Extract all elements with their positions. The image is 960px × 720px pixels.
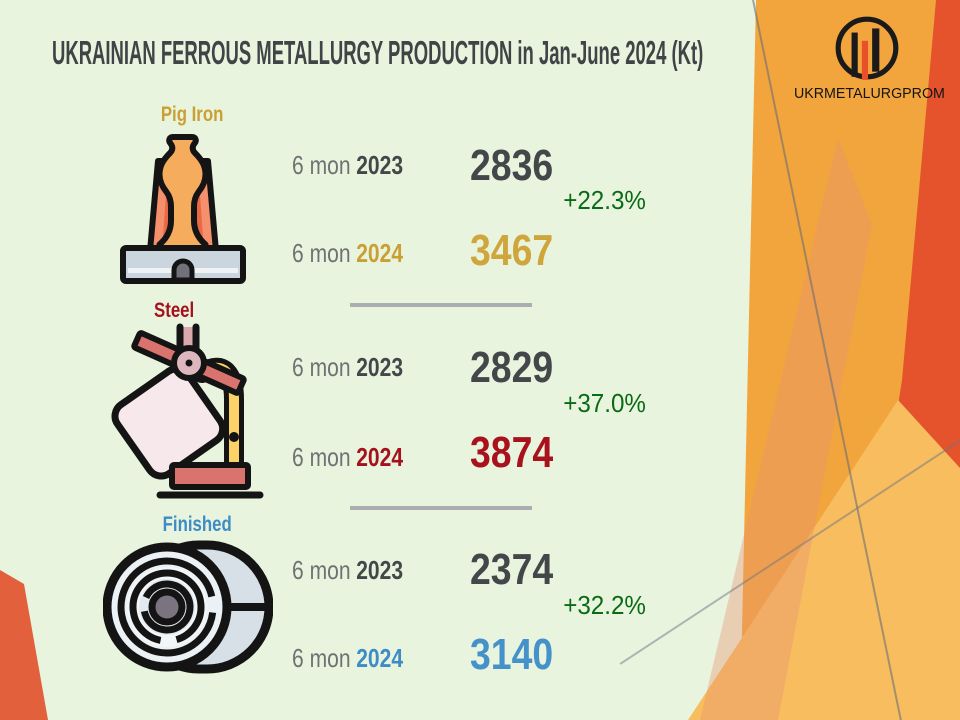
value-2024: 3140 (470, 630, 554, 679)
category-label: Steel (153, 299, 195, 322)
steel-ladle-icon (111, 323, 264, 499)
section-separator (350, 303, 532, 307)
category-label: Pig Iron (160, 103, 224, 126)
value-2024: 3874 (470, 428, 554, 477)
period-row-2024: 6 mon 2024 (292, 442, 404, 472)
period-row-2023: 6 mon 2023 (292, 555, 404, 585)
section-separator (350, 506, 532, 510)
category-label: Finished (162, 513, 232, 536)
change-percent: +32.2% (563, 590, 646, 620)
logo-text: UKRMETALURGPROM (793, 85, 945, 102)
blast-furnace-icon (120, 134, 246, 284)
change-percent: +22.3% (563, 185, 646, 215)
ukrmetalurgprom-logo-icon (835, 16, 899, 80)
period-row-2023: 6 mon 2023 (292, 150, 404, 180)
period-row-2024: 6 mon 2024 (292, 238, 404, 268)
value-2023: 2374 (470, 545, 554, 594)
period-row-2023: 6 mon 2023 (292, 352, 404, 382)
value-2023: 2829 (470, 343, 554, 392)
value-2024: 3467 (470, 226, 554, 275)
steel-coil-icon (103, 540, 273, 674)
change-percent: +37.0% (563, 388, 646, 418)
value-2023: 2836 (470, 141, 554, 190)
period-row-2024: 6 mon 2024 (292, 643, 404, 673)
page-title: UKRAINIAN FERROUS METALLURGY PRODUCTION … (52, 34, 704, 71)
